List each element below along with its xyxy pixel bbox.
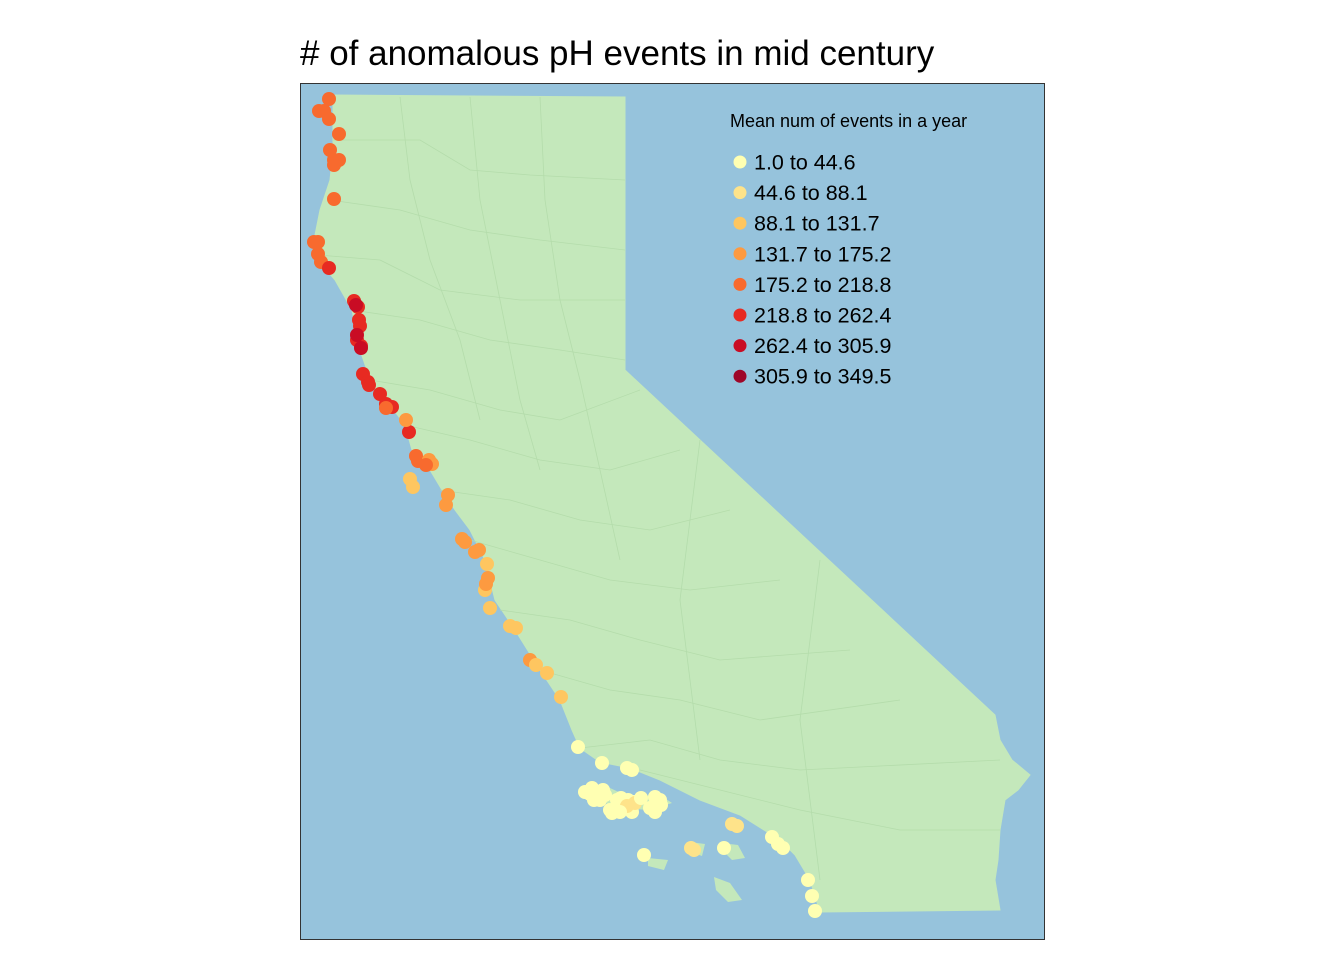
event-point — [327, 158, 341, 172]
event-point — [354, 341, 368, 355]
legend-label: 305.9 to 349.5 — [754, 365, 892, 389]
county-line — [317, 254, 625, 301]
legend-item: 305.9 to 349.5 — [733, 365, 892, 389]
event-point — [379, 401, 393, 415]
county-line — [539, 669, 901, 721]
county-line — [399, 96, 481, 421]
legend-label: 1.0 to 44.6 — [754, 151, 856, 175]
event-point — [687, 843, 701, 857]
legend-label: 218.8 to 262.4 — [754, 304, 892, 328]
california-land — [313, 94, 1031, 913]
map-frame — [300, 83, 1045, 940]
event-point — [805, 889, 819, 903]
california-outline — [313, 94, 1031, 913]
event-point — [509, 621, 523, 635]
event-point — [322, 92, 336, 106]
legend-swatch — [733, 369, 747, 383]
legend-title: Mean num of events in a year — [730, 111, 967, 131]
event-point — [468, 545, 482, 559]
event-point — [362, 378, 376, 392]
event-point — [554, 690, 568, 704]
event-point — [322, 112, 336, 126]
event-point — [332, 127, 346, 141]
event-point — [717, 841, 731, 855]
panel-border — [300, 83, 1045, 940]
county-line — [329, 199, 626, 251]
event-point — [730, 819, 744, 833]
event-point — [540, 666, 554, 680]
legend-label: 88.1 to 131.7 — [754, 212, 880, 236]
event-point — [402, 425, 416, 439]
county-line — [799, 559, 821, 881]
legend-swatch — [733, 247, 747, 261]
event-point — [322, 261, 336, 275]
event-point — [595, 756, 609, 770]
event-point — [808, 904, 822, 918]
county-line — [639, 769, 1000, 831]
event-point — [409, 449, 423, 463]
legend-swatch — [733, 186, 747, 200]
legend-label: 175.2 to 218.8 — [754, 273, 892, 297]
event-point — [571, 740, 585, 754]
legend-swatch — [733, 216, 747, 230]
event-point — [419, 458, 433, 472]
legend-item: 131.7 to 175.2 — [733, 242, 891, 266]
event-point — [613, 805, 627, 819]
event-point — [648, 805, 662, 819]
county-boundaries — [317, 96, 1001, 881]
event-point — [479, 577, 493, 591]
event-point — [598, 788, 612, 802]
event-point — [327, 192, 341, 206]
county-line — [539, 96, 621, 561]
legend-swatch — [733, 277, 747, 291]
county-line — [439, 489, 731, 531]
county-line — [679, 439, 701, 761]
event-point — [406, 480, 420, 494]
event-point — [653, 793, 667, 807]
legend-item: 44.6 to 88.1 — [733, 181, 868, 205]
event-point — [480, 557, 494, 571]
event-point — [637, 848, 651, 862]
county-line — [579, 739, 1001, 771]
legend-swatch — [733, 308, 747, 322]
county-line — [469, 539, 781, 591]
legend-item: 262.4 to 305.9 — [733, 334, 891, 358]
legend-label: 262.4 to 305.9 — [754, 334, 891, 358]
event-point — [349, 298, 363, 312]
event-point — [483, 601, 497, 615]
county-line — [333, 139, 626, 181]
legend-label: 131.7 to 175.2 — [754, 242, 891, 266]
legend-swatch — [733, 155, 747, 169]
event-point — [634, 791, 648, 805]
event-point — [439, 498, 453, 512]
event-point — [399, 413, 413, 427]
event-point — [529, 658, 543, 672]
legend-label: 44.6 to 88.1 — [754, 181, 868, 205]
legend-item: 175.2 to 218.8 — [733, 273, 892, 297]
legend-item: 218.8 to 262.4 — [733, 304, 892, 328]
event-point — [801, 873, 815, 887]
county-line — [499, 609, 851, 661]
event-point — [776, 841, 790, 855]
map-title: # of anomalous pH events in mid century — [300, 34, 935, 73]
island — [714, 877, 742, 902]
event-point — [458, 535, 472, 549]
county-line — [404, 424, 681, 471]
county-line — [351, 309, 626, 361]
legend-item: 1.0 to 44.6 — [733, 151, 856, 175]
legend-swatch — [733, 339, 747, 353]
event-point — [585, 781, 599, 795]
island — [648, 858, 668, 870]
legend: Mean num of events in a year 1.0 to 44.6 4… — [730, 111, 967, 389]
event-points — [307, 92, 822, 918]
event-point — [311, 235, 325, 249]
event-point — [323, 143, 337, 157]
event-point — [350, 328, 364, 342]
event-point — [625, 763, 639, 777]
legend-item: 88.1 to 131.7 — [733, 212, 880, 236]
county-line — [469, 96, 541, 471]
